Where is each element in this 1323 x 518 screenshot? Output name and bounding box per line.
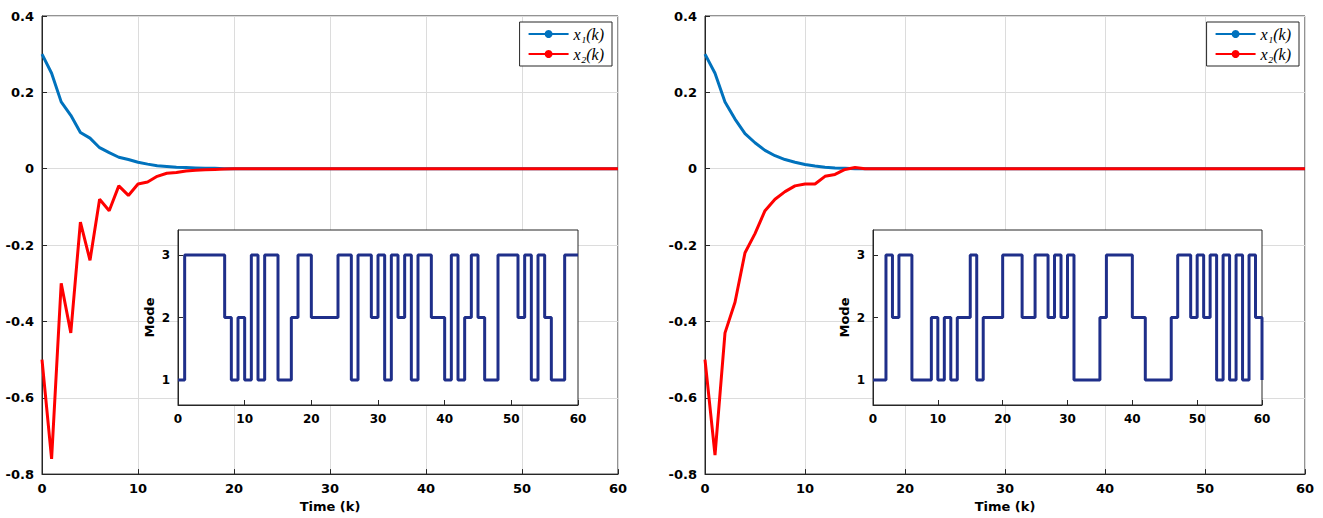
svg-text:30: 30 [321, 481, 339, 496]
svg-text:30: 30 [996, 481, 1014, 496]
svg-text:-0.4: -0.4 [6, 314, 34, 329]
svg-text:50: 50 [503, 412, 520, 426]
svg-text:40: 40 [1096, 481, 1114, 496]
svg-text:-0.2: -0.2 [669, 238, 697, 253]
svg-text:0: 0 [869, 412, 877, 426]
svg-text:2: 2 [162, 311, 170, 325]
svg-text:0: 0 [700, 481, 709, 496]
svg-text:-0.2: -0.2 [6, 238, 34, 253]
svg-text:0: 0 [688, 161, 697, 176]
svg-text:1: 1 [162, 373, 170, 387]
svg-text:20: 20 [994, 412, 1011, 426]
svg-text:20: 20 [303, 412, 320, 426]
svg-text:0.4: 0.4 [674, 9, 697, 24]
svg-text:-0.6: -0.6 [669, 390, 697, 405]
svg-text:60: 60 [570, 412, 587, 426]
svg-text:x₁(k): x₁(k) [1260, 26, 1291, 44]
svg-text:Mode: Mode [837, 297, 852, 337]
svg-text:40: 40 [436, 412, 453, 426]
svg-text:3: 3 [162, 248, 170, 262]
svg-text:30: 30 [370, 412, 387, 426]
svg-text:50: 50 [1196, 481, 1214, 496]
svg-text:1: 1 [857, 373, 865, 387]
svg-text:60: 60 [609, 481, 627, 496]
svg-text:0.2: 0.2 [11, 85, 34, 100]
svg-text:2: 2 [857, 311, 865, 325]
svg-text:3: 3 [857, 248, 865, 262]
svg-text:Time (k): Time (k) [300, 499, 361, 514]
svg-text:x₁(k): x₁(k) [573, 26, 604, 44]
svg-text:10: 10 [796, 481, 814, 496]
svg-text:x₂(k): x₂(k) [573, 46, 604, 64]
svg-text:-0.8: -0.8 [669, 467, 697, 482]
svg-text:20: 20 [225, 481, 243, 496]
svg-text:0.2: 0.2 [674, 85, 697, 100]
svg-text:-0.8: -0.8 [6, 467, 34, 482]
svg-text:10: 10 [929, 412, 946, 426]
svg-text:20: 20 [896, 481, 914, 496]
svg-text:-0.6: -0.6 [6, 390, 34, 405]
svg-text:0: 0 [37, 481, 46, 496]
svg-text:40: 40 [417, 481, 435, 496]
svg-text:50: 50 [513, 481, 531, 496]
svg-text:60: 60 [1296, 481, 1314, 496]
svg-text:10: 10 [236, 412, 253, 426]
svg-text:Mode: Mode [142, 297, 157, 337]
svg-text:10: 10 [129, 481, 147, 496]
svg-text:x₂(k): x₂(k) [1260, 46, 1291, 64]
svg-text:40: 40 [1124, 412, 1141, 426]
svg-text:50: 50 [1189, 412, 1206, 426]
svg-text:30: 30 [1059, 412, 1076, 426]
svg-text:0: 0 [25, 161, 34, 176]
svg-text:0: 0 [174, 412, 182, 426]
svg-text:0.4: 0.4 [11, 9, 34, 24]
svg-text:-0.4: -0.4 [669, 314, 697, 329]
svg-text:Time (k): Time (k) [975, 499, 1036, 514]
svg-text:60: 60 [1254, 412, 1271, 426]
